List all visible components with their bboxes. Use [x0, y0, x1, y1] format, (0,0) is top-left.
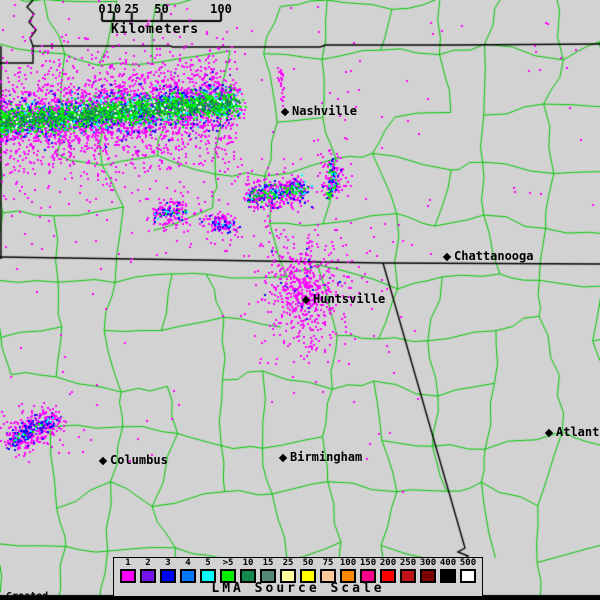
legend-entry-value: 2	[145, 558, 151, 568]
legend-color-swatch	[440, 569, 456, 583]
legend-entry-value: 250	[399, 558, 417, 568]
legend-color-swatch	[460, 569, 476, 583]
legend-color-swatch	[160, 569, 176, 583]
legend-entry: 250	[400, 559, 417, 583]
legend-entry-value: 1	[125, 558, 131, 568]
legend-entry: >5	[220, 559, 237, 583]
legend-color-swatch	[180, 569, 196, 583]
legend-color-swatch	[120, 569, 136, 583]
legend-entry-value: 300	[419, 558, 437, 568]
legend-entry: 50	[300, 559, 317, 583]
legend-entry: 5	[200, 559, 217, 583]
legend-entry-value: 200	[379, 558, 397, 568]
legend-entry-value: 500	[459, 558, 477, 568]
legend-entry-value: 10	[242, 558, 254, 568]
legend-entry-value: 5	[205, 558, 211, 568]
legend-entry-value: >5	[222, 558, 234, 568]
legend-color-swatch	[360, 569, 376, 583]
legend-color-swatch	[140, 569, 156, 583]
legend-entry: 150	[360, 559, 377, 583]
legend-title: LMA Source Scale	[211, 581, 385, 596]
legend-color-swatch	[380, 569, 396, 583]
legend-color-swatch	[300, 569, 316, 583]
legend-entry: 10	[240, 559, 257, 583]
lma-source-scale-legend: 1 2 3 4 5 >5 10 15 25 50 75	[113, 557, 483, 597]
legend-entry: 100	[340, 559, 357, 583]
legend-entry: 300	[420, 559, 437, 583]
legend-entry-value: 50	[302, 558, 314, 568]
legend-swatch-row: 1 2 3 4 5 >5 10 15 25 50 75	[120, 559, 477, 583]
legend-color-swatch	[400, 569, 416, 583]
legend-color-swatch	[200, 569, 216, 583]
legend-color-swatch	[260, 569, 276, 583]
legend-entry-value: 25	[282, 558, 294, 568]
created-timestamp-block: Created 12/18/2012 16:26:59	[6, 572, 124, 600]
legend-color-swatch	[280, 569, 296, 583]
legend-color-swatch	[420, 569, 436, 583]
legend-entry-value: 75	[322, 558, 334, 568]
legend-entry-value: 150	[359, 558, 377, 568]
legend-color-swatch	[340, 569, 356, 583]
legend-entry-value: 3	[165, 558, 171, 568]
legend-entry: 2	[140, 559, 157, 583]
created-label: Created	[6, 591, 49, 600]
legend-entry: 4	[180, 559, 197, 583]
legend-color-swatch	[320, 569, 336, 583]
legend-color-swatch	[240, 569, 256, 583]
legend-entry-value: 400	[439, 558, 457, 568]
legend-entry: 25	[280, 559, 297, 583]
legend-entry: 75	[320, 559, 337, 583]
legend-entry: 400	[440, 559, 457, 583]
legend-entry: 15	[260, 559, 277, 583]
legend-entry-value: 4	[185, 558, 191, 568]
legend-color-swatch	[220, 569, 236, 583]
legend-entry-value: 100	[339, 558, 357, 568]
legend-entry: 500	[460, 559, 477, 583]
legend-entry: 3	[160, 559, 177, 583]
legend-entry: 1	[120, 559, 137, 583]
legend-entry: 200	[380, 559, 397, 583]
legend-entry-value: 15	[262, 558, 274, 568]
